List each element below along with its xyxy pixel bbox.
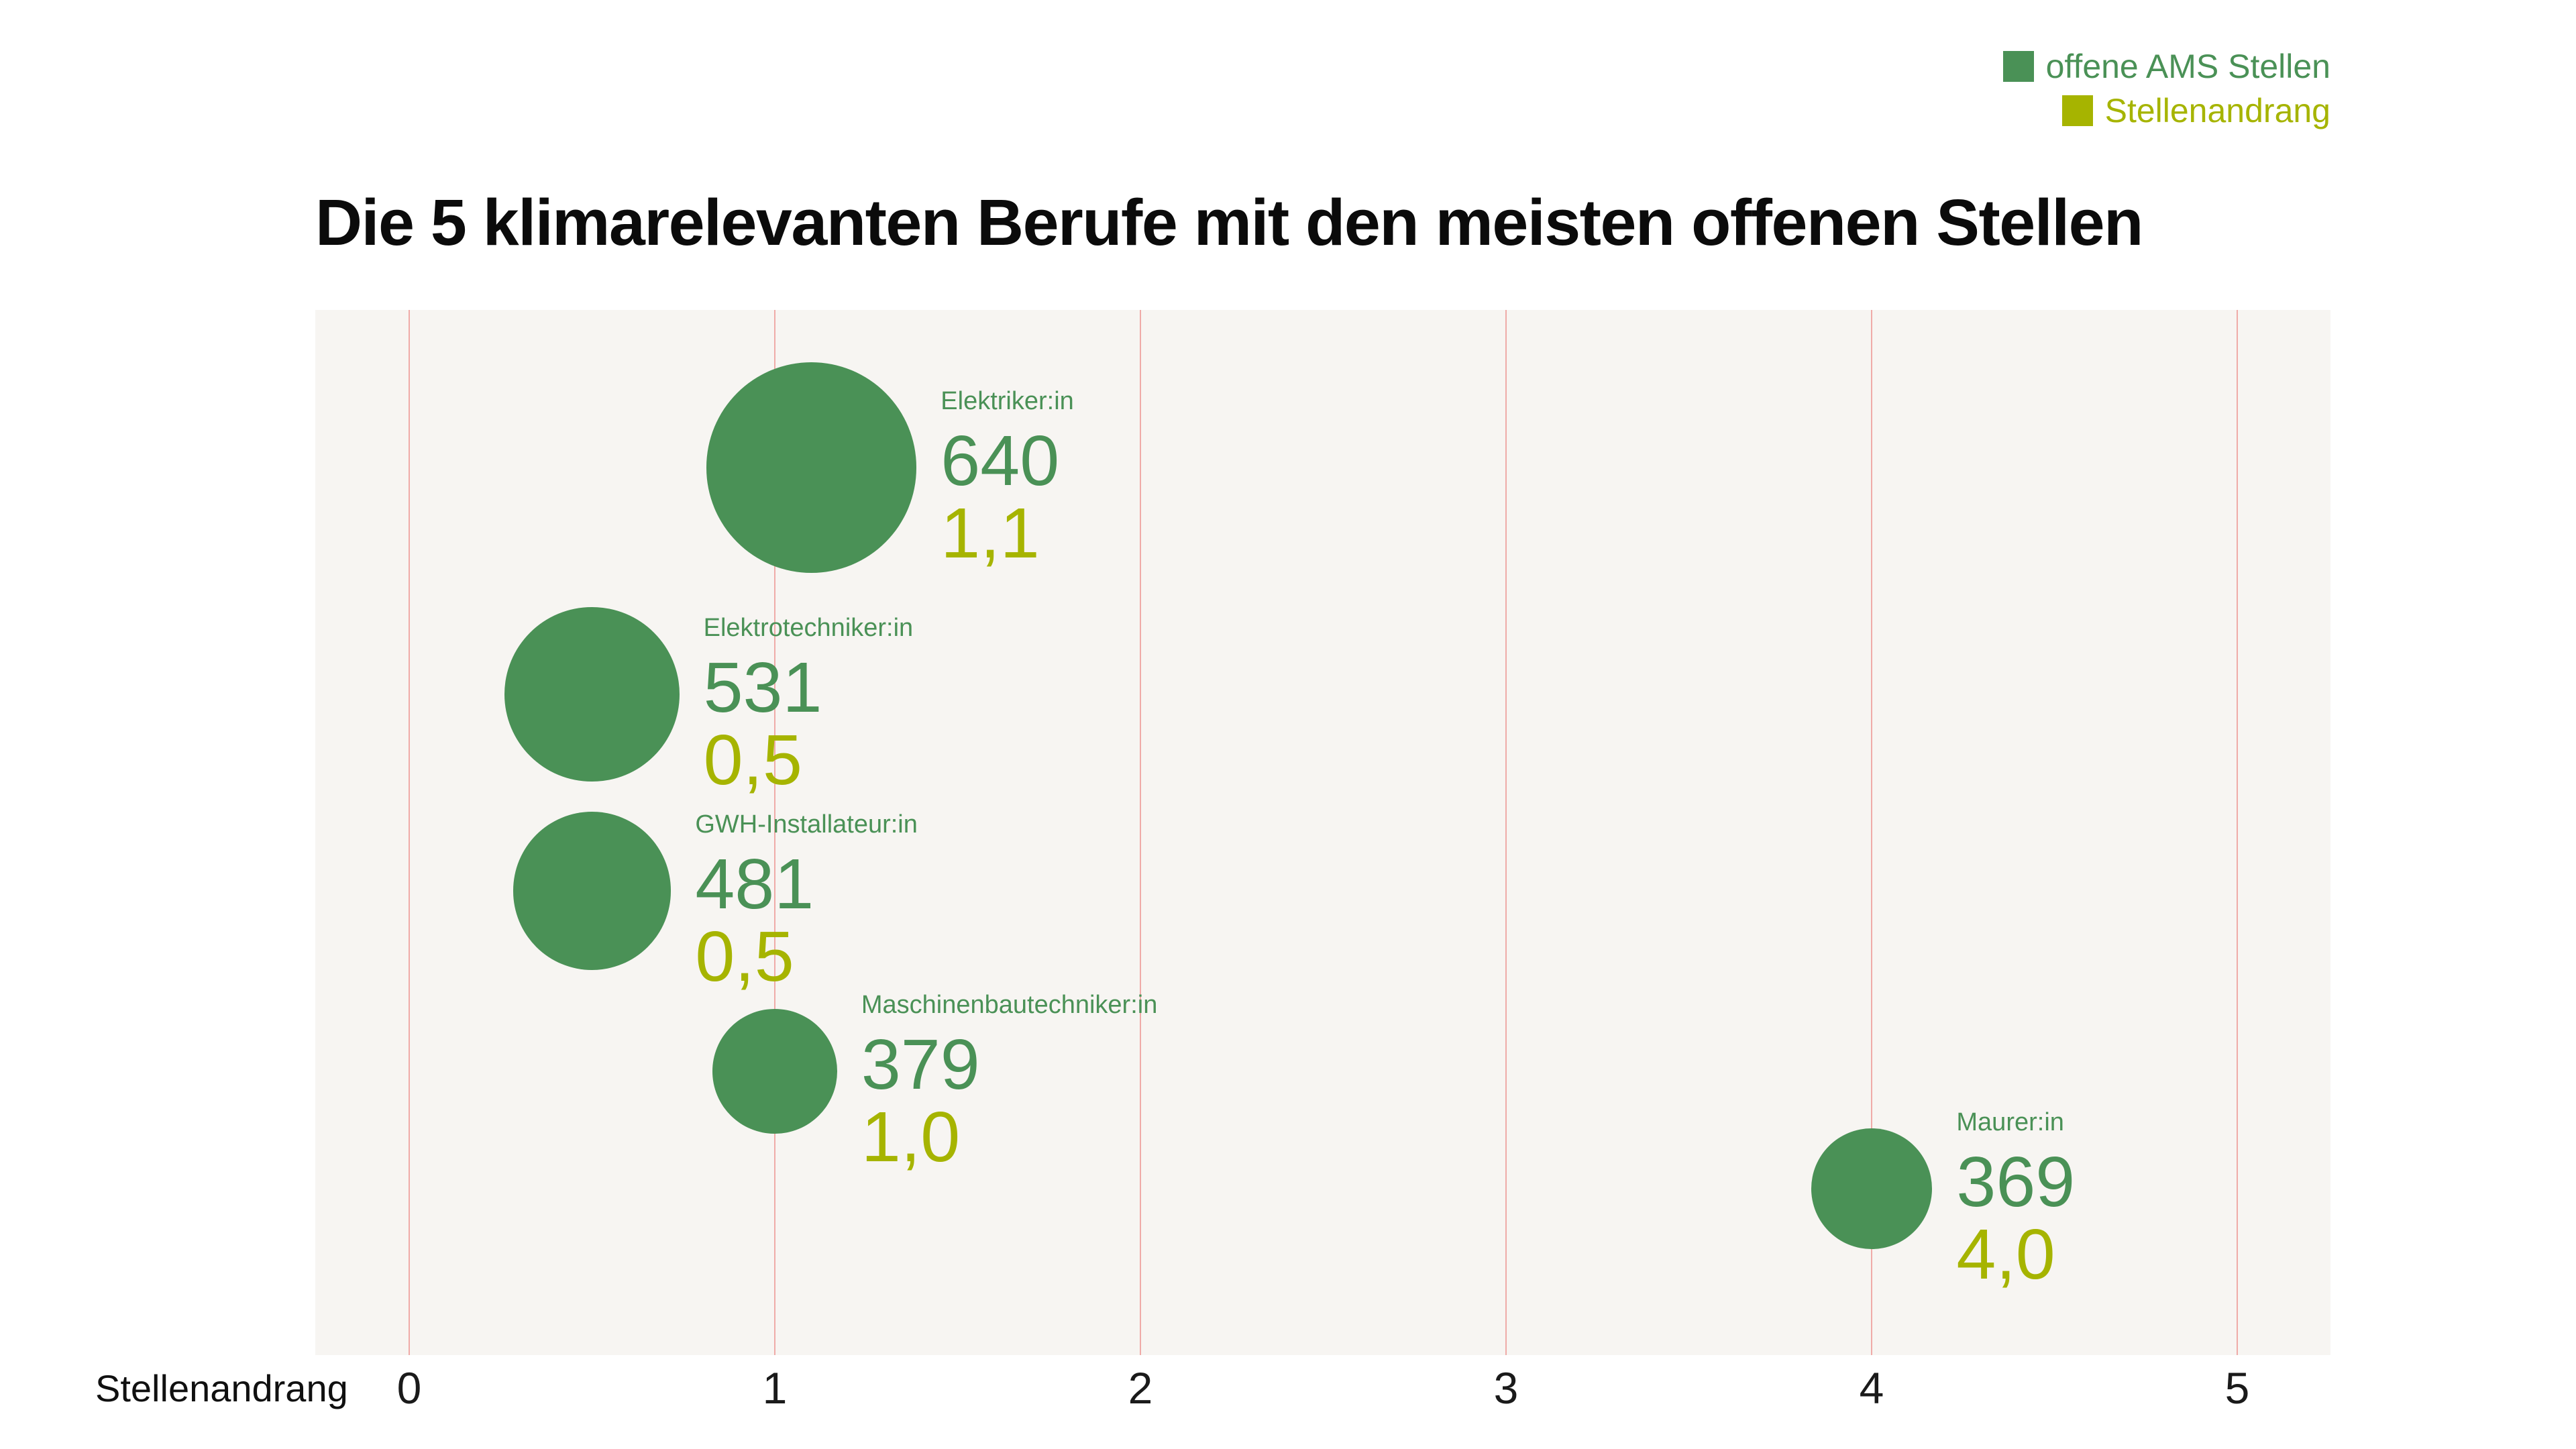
legend-item-offene-ams-stellen: offene AMS Stellen bbox=[2002, 48, 2330, 85]
legend-label-stellenandrang: Stellenandrang bbox=[2104, 92, 2330, 129]
legend: offene AMS Stellen Stellenandrang bbox=[2002, 48, 2330, 129]
bubble-label-name: GWH-Installateur:in bbox=[695, 810, 918, 839]
legend-label-offene-ams-stellen: offene AMS Stellen bbox=[2045, 48, 2330, 85]
legend-swatch-stellenandrang-icon bbox=[2061, 95, 2093, 126]
plot-area: Elektriker:in 640 1,1 Elektrotechniker:in 53… bbox=[315, 310, 2330, 1355]
bubble-value-offene-ams-stellen: 640 bbox=[941, 421, 1060, 500]
bubble-label-name: Maschinenbautechniker:in bbox=[861, 991, 1158, 1019]
bubble-label-elektrotechniker-in: Elektrotechniker:in 531 0,5 bbox=[704, 615, 914, 796]
bubble-value-stellenandrang: 1,1 bbox=[941, 494, 1040, 574]
gridline-x-5 bbox=[2237, 310, 2238, 1355]
bubble-maurer-in bbox=[1811, 1128, 1933, 1250]
bubble-label-gwh-installateur-in: GWH-Installateur:in 481 0,5 bbox=[695, 812, 918, 993]
x-tick-3: 3 bbox=[1493, 1363, 1519, 1413]
bubble-value-stellenandrang: 4,0 bbox=[1956, 1215, 2055, 1295]
bubble-value-offene-ams-stellen: 379 bbox=[861, 1025, 980, 1104]
bubble-value-stellenandrang: 1,0 bbox=[861, 1097, 961, 1177]
bubble-label-elektriker-in: Elektriker:in 640 1,1 bbox=[941, 388, 1074, 570]
gridline-x-2 bbox=[1140, 310, 1141, 1355]
bubble-label-maurer-in: Maurer:in 369 4,0 bbox=[1956, 1110, 2075, 1291]
bubble-value-stellenandrang: 0,5 bbox=[695, 917, 794, 997]
bubble-label-name: Maurer:in bbox=[1956, 1108, 2064, 1136]
bubble-value-offene-ams-stellen: 531 bbox=[703, 648, 822, 727]
bubble-elektrotechniker-in bbox=[504, 606, 680, 782]
gridline-x-1 bbox=[774, 310, 775, 1355]
x-tick-2: 2 bbox=[1128, 1363, 1153, 1413]
gridline-x-0 bbox=[409, 310, 410, 1355]
x-tick-4: 4 bbox=[1859, 1363, 1884, 1413]
gridline-x-4 bbox=[1871, 310, 1872, 1355]
bubble-value-stellenandrang: 0,5 bbox=[703, 720, 802, 800]
bubble-elektriker-in bbox=[706, 362, 917, 573]
chart-title: Die 5 klimarelevanten Berufe mit den mei… bbox=[315, 186, 2143, 259]
bubble-label-name: Elektriker:in bbox=[941, 387, 1074, 415]
bubble-value-offene-ams-stellen: 369 bbox=[1956, 1142, 2076, 1222]
bubble-label-maschinenbautechniker-in: Maschinenbautechniker:in 379 1,0 bbox=[861, 992, 1158, 1173]
x-tick-1: 1 bbox=[762, 1363, 788, 1413]
bubble-gwh-installateur-in bbox=[513, 812, 672, 970]
x-tick-5: 5 bbox=[2224, 1363, 2250, 1413]
bubble-label-name: Elektrotechniker:in bbox=[703, 614, 914, 642]
gridline-x-3 bbox=[1505, 310, 1507, 1355]
bubble-value-offene-ams-stellen: 481 bbox=[695, 845, 814, 924]
legend-swatch-offene-ams-stellen-icon bbox=[2002, 51, 2034, 82]
legend-item-stellenandrang: Stellenandrang bbox=[2061, 92, 2330, 129]
bubble-maschinenbautechniker-in bbox=[712, 1009, 837, 1134]
x-axis-label: Stellenandrang bbox=[95, 1367, 348, 1409]
x-tick-0: 0 bbox=[396, 1363, 422, 1413]
